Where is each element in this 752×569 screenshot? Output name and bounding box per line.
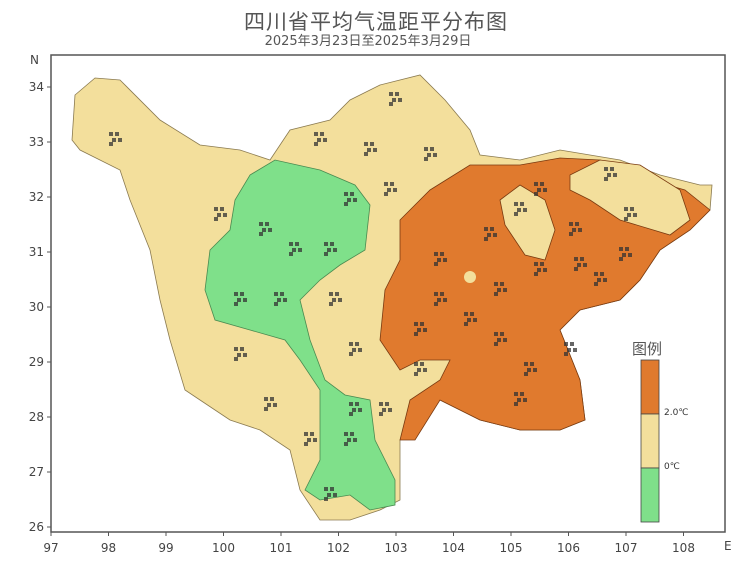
station-marker bbox=[414, 362, 427, 376]
y-tick-label: 34 bbox=[29, 80, 44, 94]
x-tick-label: 100 bbox=[212, 541, 235, 555]
station-marker bbox=[424, 147, 437, 161]
station-marker bbox=[324, 242, 337, 256]
legend-bar bbox=[640, 359, 660, 523]
station-marker bbox=[464, 312, 477, 326]
station-marker bbox=[604, 167, 617, 181]
station-marker bbox=[264, 397, 277, 411]
station-marker bbox=[344, 192, 357, 206]
region-hole-1 bbox=[499, 184, 556, 261]
x-tick-label: 106 bbox=[557, 541, 580, 555]
y-tick-label: 32 bbox=[29, 190, 44, 204]
station-marker bbox=[414, 322, 427, 336]
station-marker bbox=[574, 257, 587, 271]
y-axis: 34 33 32 31 30 29 28 27 26 bbox=[29, 80, 51, 534]
legend-swatch-cold bbox=[640, 467, 660, 523]
station-marker bbox=[514, 202, 527, 216]
station-marker bbox=[364, 142, 377, 156]
station-marker bbox=[534, 262, 547, 276]
station-marker bbox=[564, 342, 577, 356]
station-marker bbox=[349, 402, 362, 416]
station-marker bbox=[494, 332, 507, 346]
region-hole-2 bbox=[569, 159, 691, 236]
x-axis: 97 98 99 100 101 102 103 104 105 106 107 108 bbox=[43, 532, 695, 555]
x-tick-label: 98 bbox=[101, 541, 116, 555]
legend-label-high: 2.0℃ bbox=[664, 408, 689, 418]
legend-label-low: 0℃ bbox=[664, 462, 680, 472]
station-marker bbox=[384, 182, 397, 196]
y-axis-unit: N bbox=[30, 53, 39, 67]
station-marker bbox=[324, 487, 337, 501]
y-tick-label: 30 bbox=[29, 300, 44, 314]
station-marker bbox=[379, 402, 392, 416]
station-marker bbox=[259, 222, 272, 236]
station-marker bbox=[434, 252, 447, 266]
station-marker bbox=[329, 292, 342, 306]
x-tick-label: 101 bbox=[270, 541, 293, 555]
station-marker bbox=[434, 292, 447, 306]
x-tick-label: 99 bbox=[158, 541, 173, 555]
y-tick-label: 26 bbox=[29, 520, 44, 534]
station-marker bbox=[624, 207, 637, 221]
x-tick-label: 102 bbox=[327, 541, 350, 555]
station-marker bbox=[594, 272, 607, 286]
station-marker bbox=[389, 92, 402, 106]
region-cold bbox=[204, 159, 396, 511]
y-tick-label: 33 bbox=[29, 135, 44, 149]
legend-title: 图例 bbox=[632, 340, 663, 358]
station-marker bbox=[289, 242, 302, 256]
station-marker bbox=[514, 392, 527, 406]
station-marker bbox=[234, 292, 247, 306]
station-marker bbox=[494, 282, 507, 296]
x-tick-label: 103 bbox=[385, 541, 408, 555]
map-subtitle: 2025年3月23日至2025年3月29日 bbox=[264, 34, 472, 49]
map-frame bbox=[50, 54, 726, 533]
x-tick-label: 104 bbox=[442, 541, 465, 555]
station-marker bbox=[569, 222, 582, 236]
station-marker bbox=[619, 247, 632, 261]
station-marker bbox=[534, 182, 547, 196]
station-marker bbox=[344, 432, 357, 446]
y-tick-label: 27 bbox=[29, 465, 44, 479]
station-marker bbox=[234, 347, 247, 361]
y-tick-label: 28 bbox=[29, 410, 44, 424]
station-marker bbox=[274, 292, 287, 306]
x-tick-label: 107 bbox=[615, 541, 638, 555]
x-tick-label: 105 bbox=[500, 541, 523, 555]
station-marker bbox=[304, 432, 317, 446]
station-marker bbox=[314, 132, 327, 146]
legend-swatch-hot bbox=[640, 359, 660, 415]
x-axis-unit: E bbox=[724, 539, 732, 553]
station-marker bbox=[349, 342, 362, 356]
x-tick-label: 108 bbox=[672, 541, 695, 555]
station-markers bbox=[109, 92, 637, 501]
station-marker bbox=[524, 362, 537, 376]
y-tick-label: 29 bbox=[29, 355, 44, 369]
x-tick-label: 97 bbox=[43, 541, 58, 555]
y-tick-label: 31 bbox=[29, 245, 44, 259]
station-marker bbox=[484, 227, 497, 241]
region-hole-3 bbox=[464, 271, 476, 283]
map-title: 四川省平均气温距平分布图 bbox=[244, 10, 508, 34]
station-marker bbox=[214, 207, 227, 221]
station-marker bbox=[109, 132, 122, 146]
legend-swatch-warm bbox=[640, 413, 660, 469]
